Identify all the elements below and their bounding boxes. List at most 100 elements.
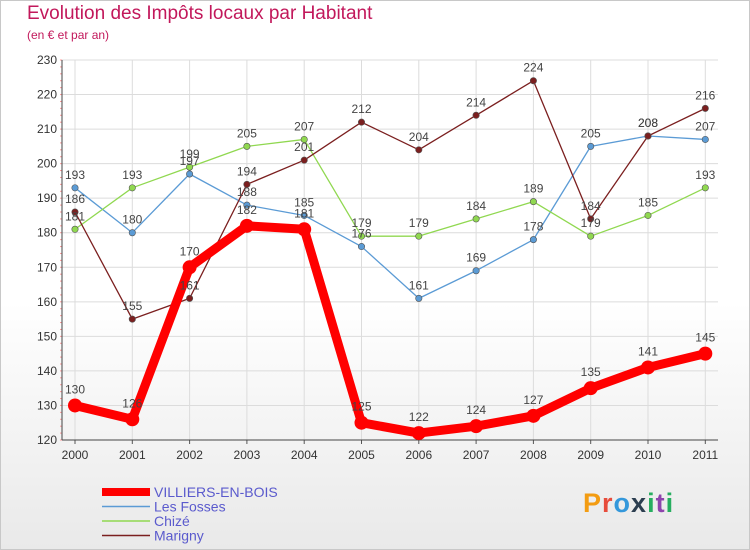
data-label: 193 [122, 168, 142, 182]
data-label: 141 [638, 344, 658, 358]
y-tick-label: 140 [37, 364, 57, 378]
data-label: 204 [409, 130, 429, 144]
data-point [587, 232, 595, 240]
data-point [472, 215, 480, 223]
data-point [529, 198, 537, 206]
data-point [243, 142, 251, 150]
data-point [698, 346, 713, 361]
y-tick-label: 150 [37, 329, 57, 343]
data-label: 201 [294, 140, 314, 154]
data-point [300, 211, 308, 219]
data-point [469, 419, 484, 434]
legend-label: Chizé [154, 513, 190, 529]
data-label: 216 [695, 88, 715, 102]
data-label: 208 [638, 116, 658, 130]
axes: 120 130 140 150 160 170 180 190 200 210 220 230 2000… [37, 53, 719, 462]
data-label: 130 [65, 382, 85, 396]
data-label: 161 [180, 278, 200, 292]
data-point [239, 218, 254, 233]
data-point [357, 243, 365, 251]
data-point [357, 232, 365, 240]
data-label: 125 [351, 400, 371, 414]
data-label: 214 [466, 95, 486, 109]
data-point [701, 184, 709, 192]
y-tick-label: 230 [37, 53, 57, 67]
data-point [128, 229, 136, 237]
data-point [128, 184, 136, 192]
data-point [300, 156, 308, 164]
data-label: 207 [695, 119, 715, 133]
data-label: 185 [294, 195, 314, 209]
data-point [529, 236, 537, 244]
x-tick-label: 2001 [119, 448, 146, 462]
data-point [186, 294, 194, 302]
data-point [411, 426, 426, 441]
data-point [71, 184, 79, 192]
x-tick-label: 2005 [348, 448, 375, 462]
data-label: 207 [294, 119, 314, 133]
series-line-Les Fosses [74, 135, 706, 300]
x-tick-label: 2009 [577, 448, 604, 462]
data-label: 194 [237, 164, 257, 178]
data-label: 161 [409, 278, 429, 292]
chart-title: Evolution des Impôts locaux par Habitant [27, 3, 373, 24]
data-point [243, 180, 251, 188]
data-point [641, 360, 655, 375]
data-label: 224 [523, 61, 543, 75]
data-label: 212 [351, 102, 371, 116]
x-tick-label: 2003 [234, 448, 261, 462]
data-point [415, 294, 423, 302]
x-tick-label: 2010 [635, 448, 662, 462]
data-point [297, 222, 312, 237]
data-label: 184 [581, 199, 601, 213]
y-tick-label: 180 [37, 226, 57, 240]
y-tick-label: 170 [37, 260, 57, 274]
legend-label: Marigny [154, 528, 204, 544]
data-point [529, 77, 537, 85]
data-label: 127 [523, 393, 543, 407]
data-point [182, 260, 197, 275]
data-point [472, 267, 480, 275]
x-tick-label: 2006 [405, 448, 432, 462]
data-label: 182 [237, 203, 257, 217]
data-label: 179 [351, 216, 371, 230]
y-tick-label: 220 [37, 88, 57, 102]
data-point [701, 104, 709, 112]
data-label: 124 [466, 403, 486, 417]
legend-label: Les Fosses [154, 499, 226, 515]
data-label: 170 [180, 244, 200, 258]
data-point [128, 315, 136, 323]
data-label: 176 [351, 227, 371, 241]
data-label: 179 [409, 216, 429, 230]
proxiti-logo: Proxiti [583, 488, 675, 518]
data-label: 181 [65, 209, 85, 223]
data-point [415, 146, 423, 154]
data-label: 186 [65, 192, 85, 206]
data-label: 205 [581, 126, 601, 140]
data-point [357, 118, 365, 126]
x-tick-label: 2000 [62, 448, 89, 462]
y-tick-label: 130 [37, 398, 57, 412]
data-label: 135 [581, 365, 601, 379]
data-point [587, 142, 595, 150]
y-tick-label: 120 [37, 433, 57, 447]
data-label: 197 [180, 154, 200, 168]
data-point [243, 201, 251, 209]
data-label: 169 [466, 251, 486, 265]
data-point [300, 135, 308, 143]
data-point [186, 170, 194, 178]
y-tick-label: 200 [37, 157, 57, 171]
data-label: 179 [581, 216, 601, 230]
data-point [354, 415, 369, 430]
data-label: 199 [180, 147, 200, 161]
data-point [701, 135, 709, 143]
x-tick-label: 2004 [291, 448, 318, 462]
data-point [644, 211, 652, 219]
data-point [71, 225, 79, 233]
series-line-Marigny [74, 80, 706, 320]
y-tick-label: 160 [37, 295, 57, 309]
data-label: 180 [122, 213, 142, 227]
x-tick-label: 2011 [692, 448, 718, 462]
